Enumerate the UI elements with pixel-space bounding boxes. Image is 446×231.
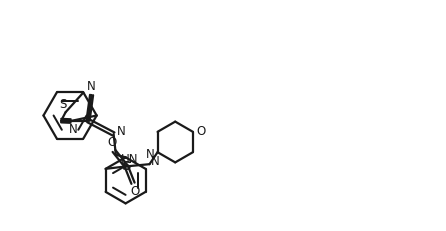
Text: S: S <box>60 98 67 111</box>
Text: N: N <box>87 80 96 93</box>
Text: N: N <box>146 148 155 161</box>
Text: N: N <box>151 155 160 167</box>
Text: N: N <box>117 125 126 138</box>
Text: O: O <box>131 185 140 198</box>
Text: S: S <box>122 160 131 173</box>
Text: HN: HN <box>121 153 139 166</box>
Text: O: O <box>107 136 116 149</box>
Text: N: N <box>69 123 77 136</box>
Text: O: O <box>196 125 206 138</box>
